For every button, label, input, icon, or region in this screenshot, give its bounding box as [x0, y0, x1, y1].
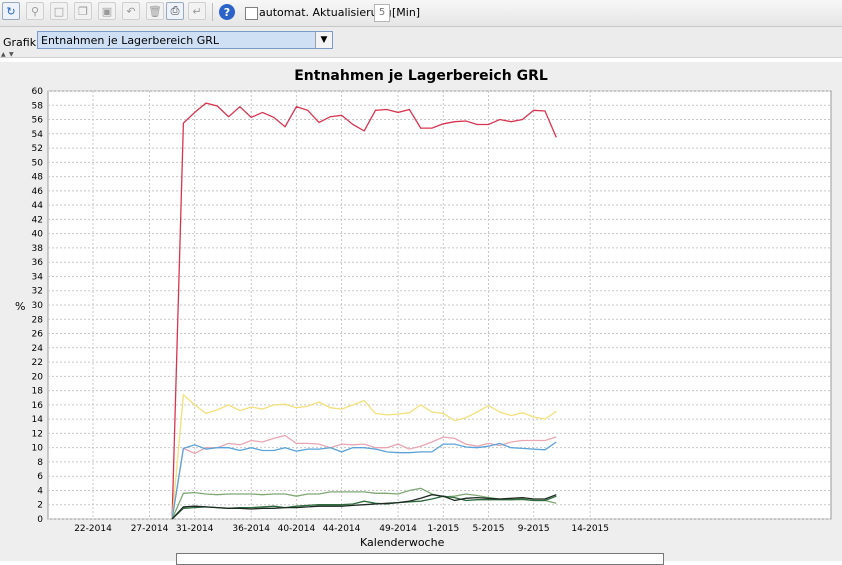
y-tick-label: 34	[32, 272, 44, 282]
zoom-icon[interactable]: ⚲	[26, 2, 44, 20]
save-icon[interactable]: ▣	[98, 2, 116, 20]
print-icon[interactable]: ⎙	[166, 2, 184, 20]
chart-legend	[176, 553, 664, 565]
y-tick-label: 12	[32, 429, 43, 439]
y-tick-label: 54	[32, 130, 44, 140]
x-tick-label: 1-2015	[427, 524, 459, 534]
x-tick-label: 14-2015	[571, 524, 609, 534]
chart-title: Entnahmen je Lagerbereich GRL	[294, 68, 548, 84]
y-tick-label: 6	[37, 472, 43, 482]
y-tick-label: 56	[32, 116, 44, 126]
x-tick-label: 22-2014	[74, 524, 112, 534]
interval-field[interactable]: 5	[374, 4, 390, 22]
undo-icon[interactable]: ↶	[122, 2, 140, 20]
refresh-icon[interactable]: ↻	[2, 2, 20, 20]
x-tick-label: 5-2015	[473, 524, 505, 534]
y-axis-title: %	[15, 300, 26, 313]
y-tick-label: 40	[32, 230, 44, 240]
toolbar: ↻ ⚲ □ ❐ ▣ ↶ 🗑 ⎙ ↵ ? automat. Aktualisier…	[0, 0, 842, 27]
y-tick-label: 16	[32, 401, 44, 411]
chevron-down-icon[interactable]: ▼	[315, 32, 332, 48]
grafik-label: Grafik	[3, 36, 37, 49]
collapse-down-icon[interactable]: ▼	[9, 51, 14, 58]
y-tick-label: 14	[32, 415, 44, 425]
y-tick-label: 24	[32, 344, 44, 354]
delete-icon[interactable]: 🗑	[146, 2, 164, 20]
toolbar-separator	[212, 3, 213, 21]
autoupdate-checkbox[interactable]	[245, 7, 258, 20]
x-tick-label: 40-2014	[278, 524, 316, 534]
y-tick-label: 32	[32, 287, 43, 297]
y-tick-label: 20	[32, 372, 44, 382]
y-tick-label: 58	[32, 101, 44, 111]
x-tick-label: 27-2014	[131, 524, 169, 534]
y-tick-label: 0	[37, 515, 43, 525]
x-tick-label: 9-2015	[518, 524, 550, 534]
interval-unit-label: [Min]	[392, 6, 421, 19]
y-tick-label: 60	[32, 87, 44, 97]
y-tick-label: 38	[32, 244, 44, 254]
series-line-3	[171, 434, 557, 520]
collapse-up-icon[interactable]: ▲	[1, 51, 6, 58]
y-tick-label: 44	[32, 201, 44, 211]
y-tick-label: 18	[32, 387, 44, 397]
y-tick-label: 30	[32, 301, 44, 311]
series-line-1	[171, 102, 557, 520]
grafik-selected-value: Entnahmen je Lagerbereich GRL	[41, 34, 219, 47]
x-tick-label: 31-2014	[176, 524, 214, 534]
x-tick-label: 49-2014	[379, 524, 417, 534]
y-tick-label: 52	[32, 144, 43, 154]
y-tick-label: 50	[32, 158, 44, 168]
grafik-bar: Grafik Entnahmen je Lagerbereich GRL ▼	[0, 27, 842, 58]
y-tick-label: 48	[32, 173, 44, 183]
autoupdate-label: automat. Aktualisierung	[259, 6, 392, 19]
y-tick-label: 8	[37, 458, 43, 468]
new-document-icon[interactable]: □	[50, 2, 68, 20]
y-tick-label: 2	[37, 501, 43, 511]
x-axis-title: Kalenderwoche	[360, 536, 445, 549]
help-icon[interactable]: ?	[219, 4, 235, 20]
y-tick-label: 26	[32, 330, 44, 340]
y-tick-label: 4	[37, 486, 43, 496]
series-line-2	[171, 393, 557, 520]
series-line-4	[171, 441, 557, 520]
return-icon[interactable]: ↵	[188, 2, 206, 20]
splitter-handle[interactable]: ▲ ▼	[0, 51, 842, 59]
y-tick-label: 10	[32, 444, 44, 454]
y-tick-label: 28	[32, 315, 44, 325]
y-tick-label: 42	[32, 215, 43, 225]
y-tick-label: 36	[32, 258, 44, 268]
series-line-7	[171, 494, 557, 520]
x-tick-label: 36-2014	[232, 524, 270, 534]
y-tick-label: 46	[32, 187, 44, 197]
grafik-select[interactable]: Entnahmen je Lagerbereich GRL ▼	[37, 31, 333, 49]
x-tick-label: 44-2014	[323, 524, 361, 534]
y-tick-label: 22	[32, 358, 43, 368]
copy-icon[interactable]: ❐	[74, 2, 92, 20]
